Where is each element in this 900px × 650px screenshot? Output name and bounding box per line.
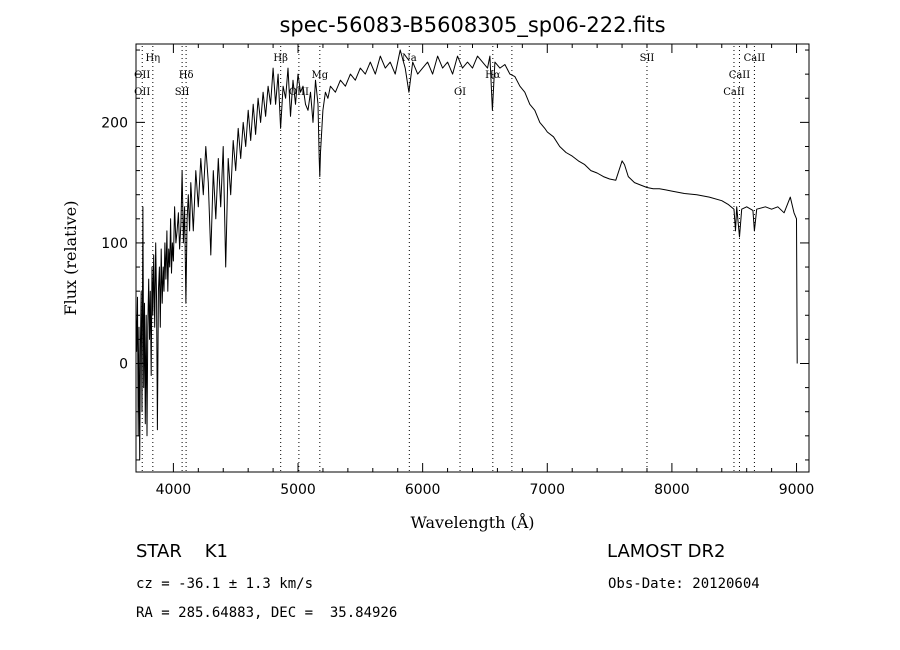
y-axis-label: Flux (relative) [61, 201, 80, 316]
line-label: Mg [312, 70, 329, 81]
line-label: Hβ [273, 53, 288, 64]
line-label: CaII [744, 53, 766, 64]
line-label: OII [134, 87, 150, 98]
observation-date: Obs-Date: 20120604 [608, 576, 760, 592]
line-label: SII [175, 87, 190, 98]
survey-name: LAMOST DR2 [607, 541, 726, 562]
line-label: OI [454, 87, 466, 98]
spectrum-line [135, 49, 798, 461]
line-label: OII [134, 70, 150, 81]
x-tick-label: 4000 [156, 482, 192, 498]
x-tick-label: 6000 [405, 482, 441, 498]
x-tick-label: 8000 [654, 482, 690, 498]
chart-title: spec-56083-B5608305_sp06-222.fits [279, 13, 665, 38]
x-tick-label: 9000 [779, 482, 815, 498]
line-label: Hδ [179, 70, 194, 81]
plot-frame [135, 43, 810, 473]
x-axis-label: Wavelength (Å) [410, 512, 534, 532]
redshift-velocity: cz = -36.1 ± 1.3 km/s [136, 576, 314, 592]
line-label: Na [402, 53, 417, 64]
line-label: CaII [729, 70, 751, 81]
y-tick-label: 100 [101, 236, 128, 252]
x-tick-label: 5000 [280, 482, 316, 498]
line-label: CaII [723, 87, 745, 98]
x-tick-label: 7000 [529, 482, 565, 498]
object-class: STAR K1 [136, 541, 228, 562]
line-label: OIII [289, 87, 309, 98]
y-tick-label: 200 [101, 115, 128, 131]
y-tick-label: 0 [119, 356, 128, 372]
sky-coordinates: RA = 285.64883, DEC = 35.84926 [136, 605, 398, 621]
line-label: Hη [145, 53, 160, 64]
line-label: Hα [485, 70, 501, 81]
line-label: SII [640, 53, 655, 64]
